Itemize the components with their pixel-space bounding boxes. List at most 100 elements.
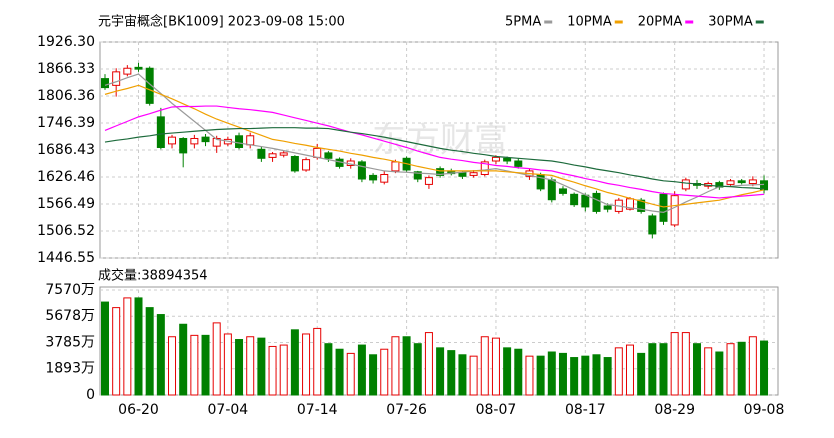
volume-bar [313, 327, 322, 396]
candle-body [145, 67, 154, 104]
candle-body [156, 116, 165, 148]
candle-body [246, 135, 255, 146]
volume-bar [737, 341, 746, 396]
volume-bar [235, 339, 244, 396]
candle-body [302, 159, 311, 171]
candle-body [547, 179, 556, 201]
volume-bar [558, 352, 567, 396]
volume-bar [726, 343, 735, 396]
volume-bar [369, 354, 378, 396]
volume-bar [681, 332, 690, 396]
candle-body [201, 136, 210, 143]
legend-label: 20PMA [638, 15, 683, 30]
candle-body [380, 174, 389, 183]
watermark: 东方财富 [372, 121, 508, 161]
legend-label: 5PMA [505, 15, 541, 30]
volume-bar [704, 347, 713, 396]
volume-tick-label: 3785万 [45, 335, 95, 351]
volume-bar [469, 355, 478, 396]
volume-bar [402, 336, 411, 396]
volume-bar [570, 357, 579, 396]
volume-bar [223, 333, 232, 396]
volume-bar [424, 332, 433, 396]
volume-bar [190, 334, 199, 396]
volume-bar [536, 355, 545, 396]
candle-body [480, 161, 489, 176]
volume-bar [335, 348, 344, 396]
volume-bar [112, 307, 121, 396]
candle-body [648, 215, 657, 235]
chart-title: 元宇宙概念[BK1009] 2023-09-08 15:00 [98, 14, 345, 30]
x-tick-label: 09-08 [744, 402, 785, 418]
volume-tick-label: 7570万 [45, 282, 95, 298]
volume-bar [257, 337, 266, 396]
volume-bar [603, 357, 612, 396]
candle-body [190, 137, 199, 145]
ma-line [104, 105, 765, 199]
volume-bar [380, 348, 389, 396]
volume-bar [648, 343, 657, 396]
volume-bar [268, 345, 277, 396]
volume-bar [156, 314, 165, 396]
y-tick-label: 1446.55 [37, 250, 95, 266]
volume-bar [458, 354, 467, 396]
volume-bar [592, 354, 601, 396]
volume-bar [357, 344, 366, 396]
y-tick-label: 1746.39 [37, 115, 95, 131]
candle-body [637, 199, 646, 212]
candle-body [134, 66, 143, 70]
volume-bar [145, 307, 154, 396]
candle-body [603, 205, 612, 210]
candle-body [670, 195, 679, 226]
volume-bar [659, 343, 668, 396]
ma-line [104, 127, 765, 190]
candle-body [503, 157, 512, 162]
volume-bar [715, 351, 724, 396]
volume-bar [514, 348, 523, 396]
volume-bar [614, 347, 623, 396]
volume-bar [168, 336, 177, 396]
volume-bar [346, 352, 355, 396]
candle-body [681, 179, 690, 190]
volume-tick-label: 1893万 [45, 361, 95, 377]
volume-bar [201, 334, 210, 396]
candle-body [469, 172, 478, 176]
volume-tick-label: 0 [86, 387, 95, 403]
volume-bar [324, 343, 333, 396]
y-tick-label: 1926.30 [37, 34, 95, 50]
candle-body [257, 148, 266, 159]
candle-body [436, 168, 445, 176]
volume-bar [212, 322, 221, 396]
candle-body [235, 135, 244, 148]
candle-body [413, 171, 422, 180]
legend-label: 10PMA [567, 15, 612, 30]
volume-bar [134, 297, 143, 396]
volume-bar [279, 344, 288, 396]
x-tick-label: 07-14 [297, 402, 338, 418]
candle-body [112, 71, 121, 86]
candle-body [570, 193, 579, 206]
candle-body [748, 179, 757, 185]
candle-body [592, 192, 601, 212]
x-tick-label: 06-20 [118, 402, 159, 418]
volume-bar [581, 355, 590, 396]
volume-bar [447, 350, 456, 396]
y-tick-label: 1686.43 [37, 142, 95, 158]
candle-body [290, 155, 299, 172]
volume-bar [302, 333, 311, 396]
volume-bar [760, 340, 769, 396]
volume-title: 成交量:38894354 [98, 268, 208, 284]
volume-bar [670, 332, 679, 396]
volume-bar [503, 347, 512, 396]
volume-bar [693, 343, 702, 396]
y-tick-label: 1506.52 [37, 223, 95, 239]
candle-body [279, 152, 288, 156]
candle-body [737, 180, 746, 184]
x-tick-label: 08-07 [476, 402, 517, 418]
candle-body [458, 172, 467, 177]
volume-bar [625, 344, 634, 396]
candle-body [168, 136, 177, 145]
x-tick-label: 08-29 [654, 402, 695, 418]
candle-body [659, 193, 668, 222]
candle-body [357, 161, 366, 180]
